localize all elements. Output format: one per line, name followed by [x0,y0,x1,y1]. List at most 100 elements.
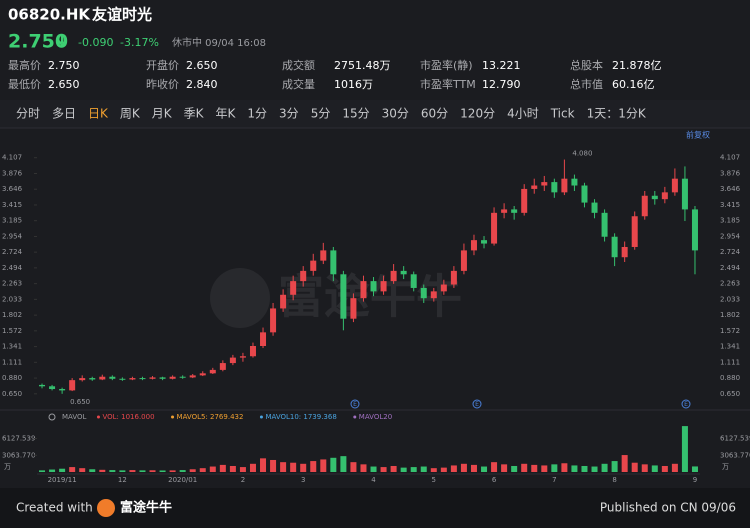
status: 休市中 09/04 16:08 [172,36,266,49]
candle-body [270,308,277,333]
volume-bar [179,470,186,472]
volume-bar [360,464,367,472]
volume-bar [330,457,337,472]
candle-body [169,376,176,379]
vol-tick-label-right: 3063.770 [720,451,750,459]
event-marker-label[interactable]: E [684,401,688,408]
candle-body [360,281,367,299]
volume-bar [521,463,528,472]
tab[interactable]: 4小时 [507,107,539,121]
candle-body [491,212,498,244]
event-marker-label[interactable]: E [353,401,357,408]
candle-body [89,378,96,380]
tab[interactable]: 15分 [342,107,369,121]
stat-label: 最高价 [8,58,41,72]
vol-tick-label: 3063.770 [2,451,35,459]
candle-body [189,375,196,378]
volume-bar [129,470,136,472]
tab[interactable]: 年K [216,107,237,121]
volume-bar [390,465,397,472]
tab[interactable]: 3分 [279,107,299,121]
volume-bar [39,470,46,472]
y-tick-label: 2.263 [2,280,22,288]
event-marker[interactable] [472,399,482,409]
candle-body [521,188,528,213]
candle-body [39,384,46,387]
tab[interactable]: 月K [152,107,173,121]
footer-created: Created with [16,501,93,515]
stat-value: 2.650 [48,78,80,91]
event-marker[interactable] [350,399,360,409]
x-tick-label: 4 [371,476,376,484]
volume-bar [430,468,437,472]
candle-body [139,378,146,380]
legend-entry: MAVOL20 [359,413,392,421]
tab[interactable]: 季K [184,107,205,121]
y-tick-label-right: 0.650 [720,390,740,398]
event-marker[interactable] [681,399,691,409]
volume-bar [189,469,196,472]
y-tick-label: 3.415 [2,201,22,209]
candle-body [129,378,136,380]
volume-bar [300,463,307,472]
candle-body [249,346,256,357]
y-tick-label: 2.033 [2,295,22,303]
legend-swatch [96,415,100,419]
tab[interactable]: 日K [88,107,109,121]
candle-body [300,270,307,282]
tab[interactable]: 5分 [311,107,331,121]
candle-body [179,376,186,378]
volume-bar [149,470,156,472]
stat-label: 成交额 [282,58,315,72]
legend-swatch [171,415,175,419]
stat-value: 12.790 [482,78,521,91]
change-pct: -3.17% [120,36,159,49]
candle-body [541,182,548,186]
footer-brand: 富途牛牛 [120,500,172,516]
volume-bar [219,464,226,472]
extreme-label: 4.080 [572,150,592,158]
event-marker-label[interactable]: E [475,401,479,408]
stat-label: 总市值 [570,77,603,91]
y-tick-label-right: 1.802 [720,311,740,319]
tab[interactable]: 120分 [460,107,495,121]
candle-body [581,185,588,203]
adjust-label[interactable]: 前复权 [686,130,710,140]
candle-body [69,380,76,391]
volume-bar [370,466,377,472]
tab[interactable]: 30分 [382,107,409,121]
tab[interactable]: 1天：1分K [587,107,647,121]
y-tick-label: 3.646 [2,185,23,193]
tab[interactable]: 周K [120,107,141,121]
candle-body [631,216,638,247]
volume-bar [89,469,96,472]
price: 2.750 [8,31,68,53]
volume-bar [410,467,417,472]
tab[interactable]: 分时 [16,107,40,121]
volume-bar [460,463,467,472]
volume-bar [591,466,598,472]
stat-label: 市盈率(静) [420,58,473,72]
x-tick-label: 6 [492,476,497,484]
tab[interactable]: 60分 [421,107,448,121]
y-tick-label-right: 1.341 [720,343,740,351]
tab[interactable]: 多日 [52,107,76,121]
stat-value: 1016万 [334,78,373,91]
volume-bar [310,461,317,472]
candle-body [691,209,698,251]
settings-icon[interactable] [48,413,56,421]
candle-body [551,182,558,193]
candle-body [239,356,246,358]
tab[interactable]: 1分 [247,107,267,121]
candle-body [209,369,216,374]
y-tick-label-right: 3.876 [720,169,741,177]
volume-bar [541,465,548,472]
stat-label: 最低价 [8,78,41,91]
tab[interactable]: Tick [550,107,575,121]
candle-body [460,250,467,271]
volume-bar [109,470,116,472]
candle-body [320,250,327,261]
volume-bar [199,468,206,472]
candle-body [340,274,347,319]
candle-body [621,246,628,258]
